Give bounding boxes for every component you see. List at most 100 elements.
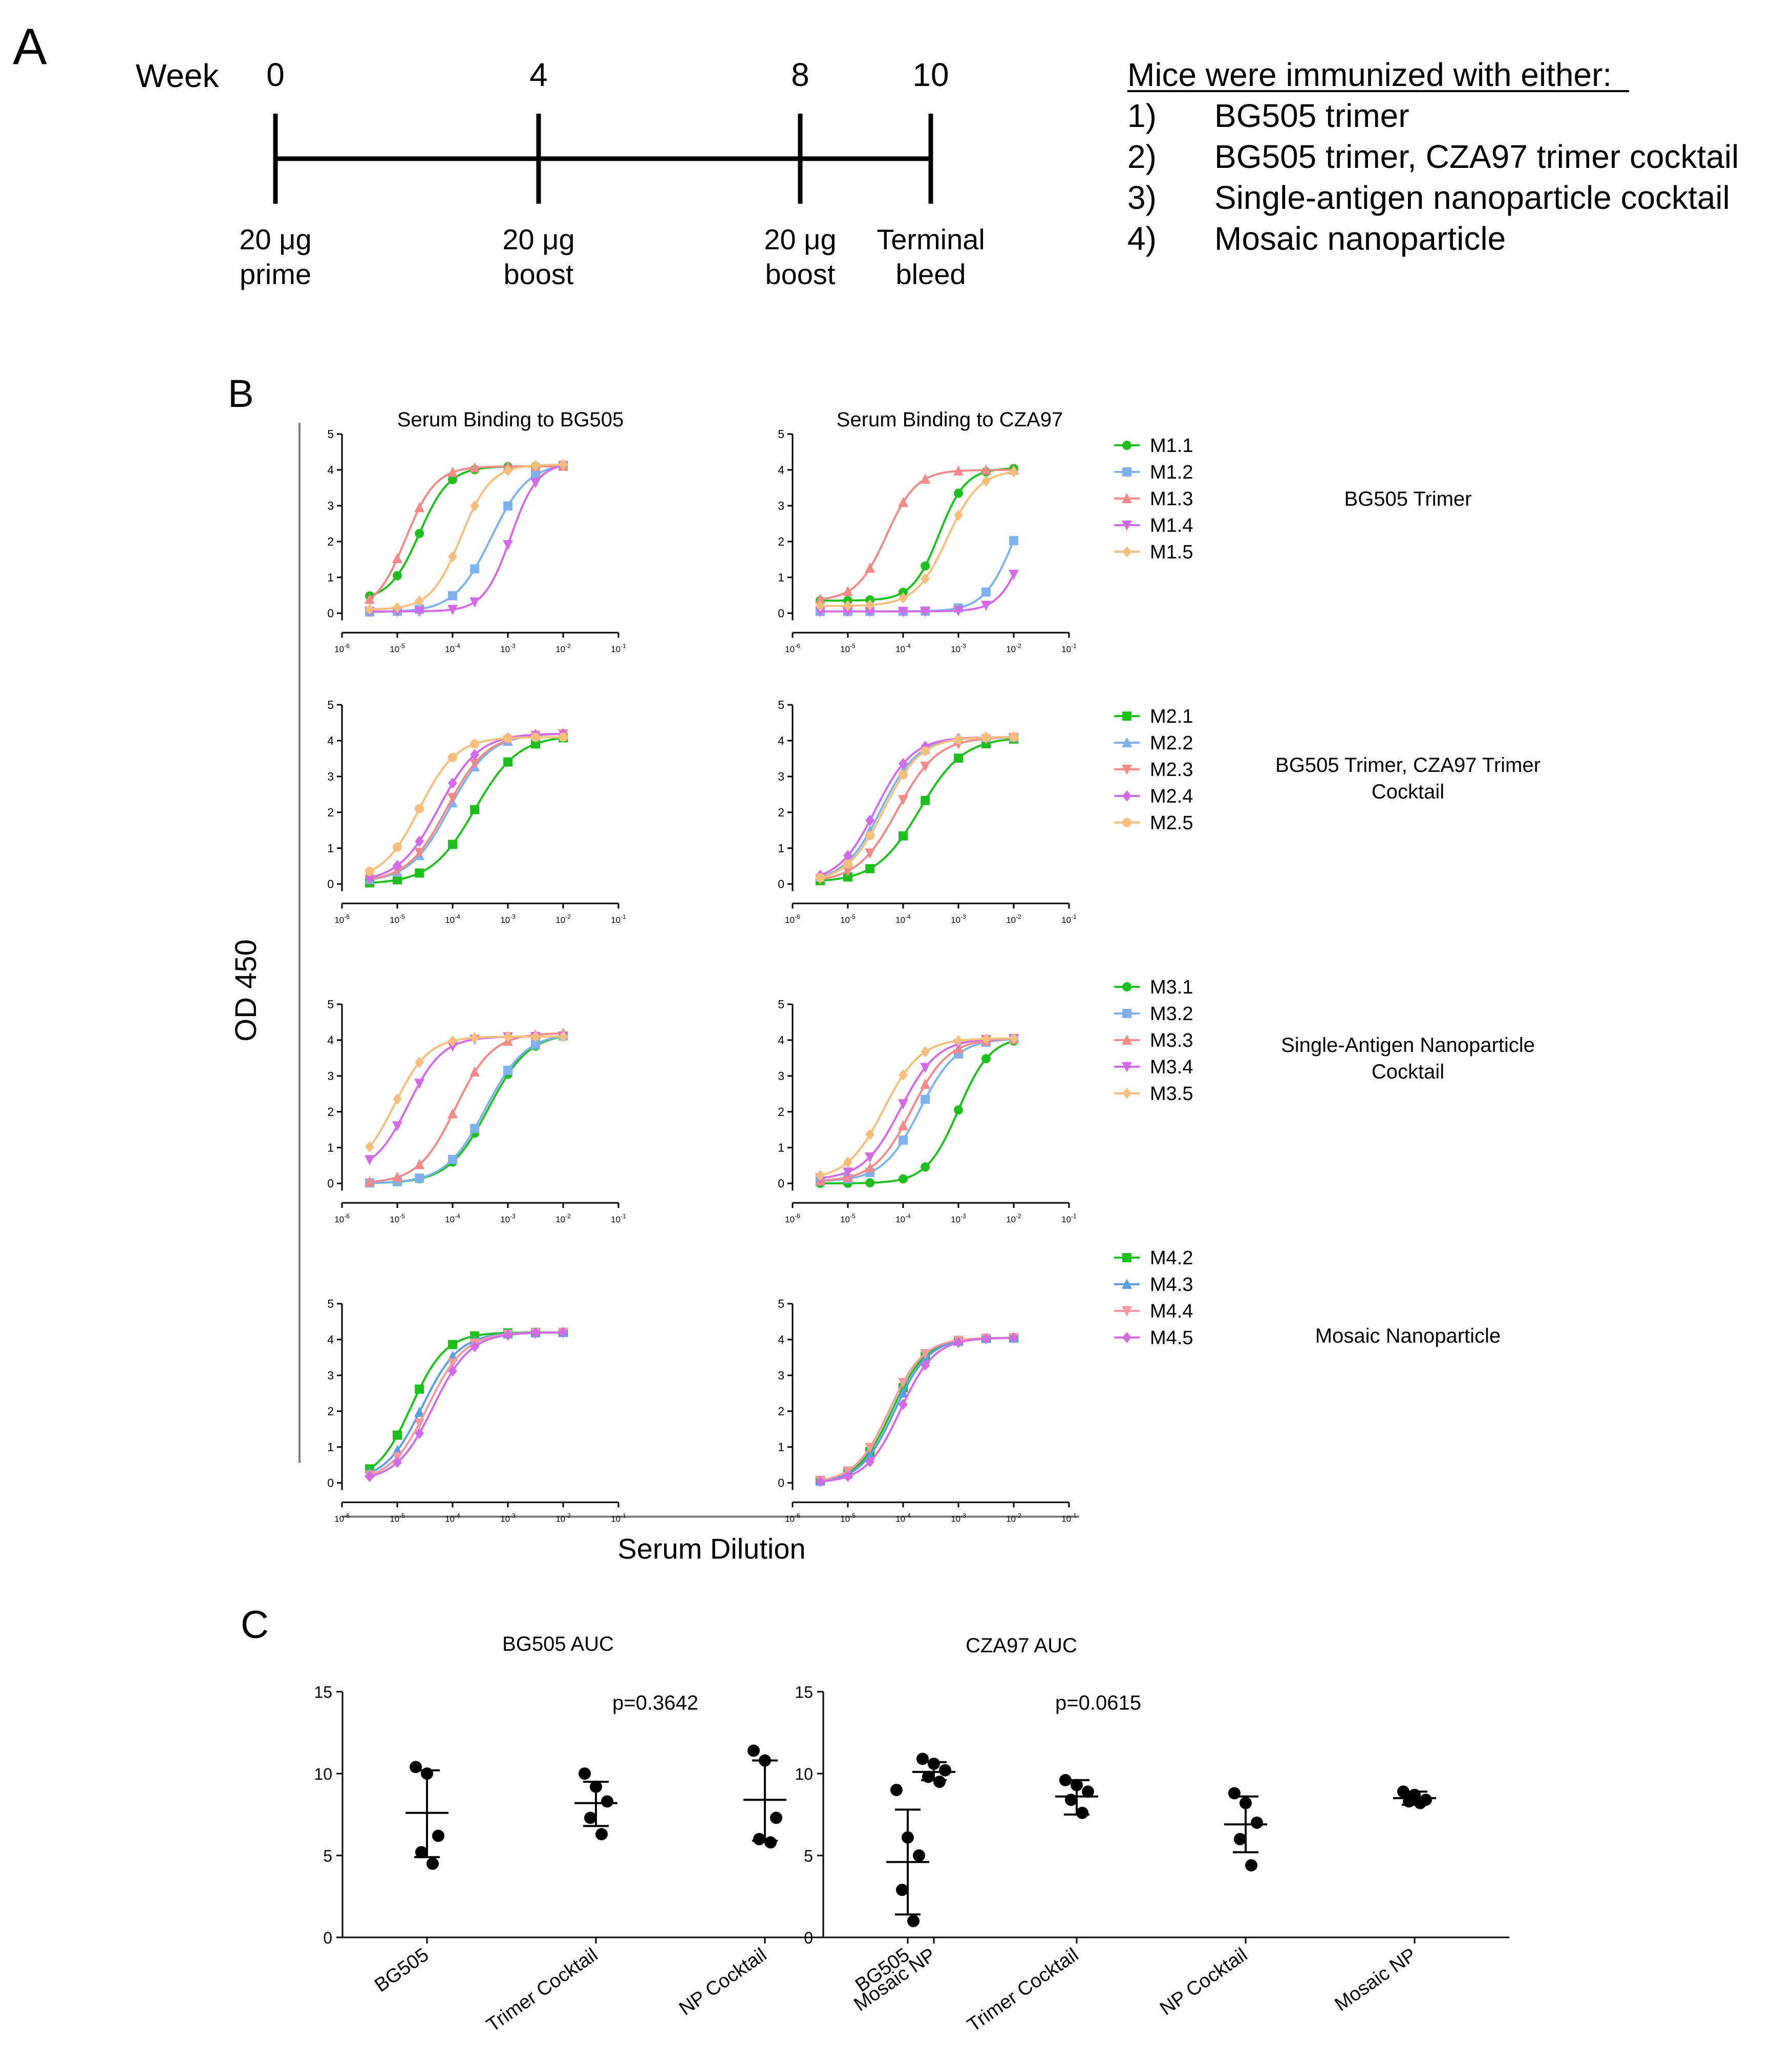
data-point-M2.1	[843, 872, 852, 882]
y-tick-label: 5	[323, 1847, 332, 1865]
x-tick-label: 10-4	[445, 913, 460, 925]
week-number: 0	[266, 56, 285, 93]
x-tick-label: 10-1	[611, 913, 626, 925]
data-point-M3.2	[899, 1135, 908, 1145]
event-line2: boost	[504, 258, 574, 290]
panel-a-letter: A	[13, 18, 47, 75]
x-tick-label: 10-6	[334, 913, 350, 925]
data-point-M3.5	[816, 1170, 825, 1181]
data-point-M3.4	[414, 1078, 425, 1089]
fit-curve-M3.3	[369, 1032, 564, 1183]
y-tick-label: 3	[778, 1369, 784, 1382]
data-point-M2.4	[865, 814, 875, 826]
data-point-M1.4	[920, 607, 931, 617]
auc-point	[913, 1849, 925, 1862]
y-tick-label: 3	[327, 1369, 334, 1382]
fit-curve-M2.3	[820, 736, 1014, 880]
legend-label: M2.4	[1150, 786, 1193, 807]
y-tick-label: 5	[327, 698, 334, 711]
legend-label: M3.2	[1150, 1003, 1193, 1025]
data-point-M1.5	[981, 475, 991, 487]
week-number: 8	[791, 56, 809, 93]
legend-label: M2.5	[1150, 812, 1193, 834]
x-tick-label: 10-2	[1006, 1213, 1021, 1224]
data-point-M2.1	[448, 839, 457, 849]
x-tick-label: 10-3	[500, 913, 516, 925]
legend-marker	[1122, 1279, 1132, 1289]
data-point-M1.1	[899, 588, 908, 597]
binding-plots: 0 1 2 3 4 5 10-6 10-5 10-4 10-3 10-2 10-1 0 1 2 3 4 5 10-6…	[327, 427, 1193, 1524]
event-line2: boost	[765, 258, 836, 290]
data-point-M4.5	[954, 1336, 963, 1348]
data-point-M1.2	[981, 587, 991, 597]
x-tick-label: 10-6	[334, 642, 350, 654]
event-line2: prime	[240, 258, 311, 290]
data-point-M2.5	[921, 746, 930, 756]
fit-curve-M4.2	[820, 1336, 1014, 1482]
data-point-M1.4	[414, 607, 425, 617]
auc-point	[1059, 1774, 1072, 1786]
x-tick-label: 10-5	[390, 1213, 405, 1224]
legend-marker	[1122, 737, 1132, 747]
auc-title-bg505: BG505 AUC	[502, 1633, 614, 1655]
auc-point	[747, 1744, 760, 1757]
y-tick-label: 2	[778, 1105, 784, 1118]
x-tick-label: 10-2	[1006, 1512, 1021, 1524]
binding-plot: 0 1 2 3 4 5 10-6 10-5 10-4 10-3 10-2 10-1 M1.1 M1.2 M1…	[778, 427, 1193, 654]
data-point-M2.5	[843, 859, 852, 869]
y-tick-label: 2	[327, 535, 334, 548]
data-point-M1.5	[865, 599, 875, 611]
x-tick-label: 10-3	[500, 1213, 516, 1224]
y-tick-label: 0	[327, 1476, 334, 1490]
fit-curve-M1.2	[369, 464, 564, 613]
legend-marker	[1122, 1062, 1132, 1072]
data-point-M1.3	[865, 562, 875, 573]
x-tick-label: 10-6	[785, 642, 800, 654]
auc-point	[759, 1754, 771, 1767]
group-label: BG505 Trimer, CZA97 Trimer	[1275, 754, 1541, 776]
auc-point	[928, 1757, 940, 1770]
data-point-M3.5	[531, 1031, 540, 1043]
y-tick-label: 2	[327, 1405, 334, 1418]
data-point-M4.2	[448, 1340, 457, 1349]
data-point-M2.5	[531, 732, 540, 742]
data-point-M3.5	[981, 1033, 991, 1045]
data-point-M3.3	[414, 1159, 425, 1170]
data-point-M2.4	[393, 860, 402, 872]
x-tick-label: 10-4	[445, 1213, 460, 1224]
auc-point	[1082, 1785, 1094, 1798]
binding-plot: 0 1 2 3 4 5 10-6 10-5 10-4 10-3 10-2 10-1 M3.1 M3.2 M3…	[778, 977, 1193, 1224]
data-point-M2.5	[559, 732, 568, 742]
fit-curve-M2.5	[369, 736, 563, 873]
y-tick-label: 0	[327, 877, 334, 891]
fit-curve-M1.5	[820, 471, 1014, 607]
data-point-M3.5	[559, 1031, 568, 1043]
data-point-M4.4	[865, 1442, 875, 1453]
auc-point	[1065, 1794, 1077, 1806]
data-point-M1.4	[843, 607, 853, 617]
data-point-M3.1	[981, 1054, 991, 1064]
binding-plot: 0 1 2 3 4 5 10-6 10-5 10-4 10-3 10-2 10-1 M2.1 M2.2 M2…	[778, 698, 1193, 925]
week-label: Week	[136, 57, 219, 94]
data-point-M2.3	[414, 848, 425, 858]
data-point-M4.5	[503, 1329, 512, 1341]
data-point-M3.4	[865, 1152, 875, 1163]
week-number: 4	[529, 56, 548, 93]
legend-label: M2.3	[1150, 759, 1193, 781]
data-point-M2.3	[920, 761, 931, 772]
data-point-M2.1	[921, 795, 930, 805]
group-label: Single-Antigen Nanoparticle	[1281, 1034, 1535, 1056]
auc-point	[1071, 1779, 1083, 1792]
y-tick-label: 3	[778, 1069, 784, 1083]
week-number: 10	[912, 56, 949, 93]
x-tick-label: 10-1	[611, 642, 626, 654]
data-point-M1.5	[415, 595, 424, 607]
data-point-M3.5	[393, 1093, 402, 1105]
data-point-M1.4	[447, 605, 458, 615]
p-value-bg505: p=0.3642	[612, 1692, 698, 1714]
data-point-M4.4	[898, 1378, 908, 1389]
data-point-M1.5	[899, 592, 908, 604]
data-point-M1.5	[503, 465, 512, 477]
binding-plot: 0 1 2 3 4 5 10-6 10-5 10-4 10-3 10-2 10-1	[327, 998, 626, 1224]
data-point-M2.5	[365, 867, 374, 876]
